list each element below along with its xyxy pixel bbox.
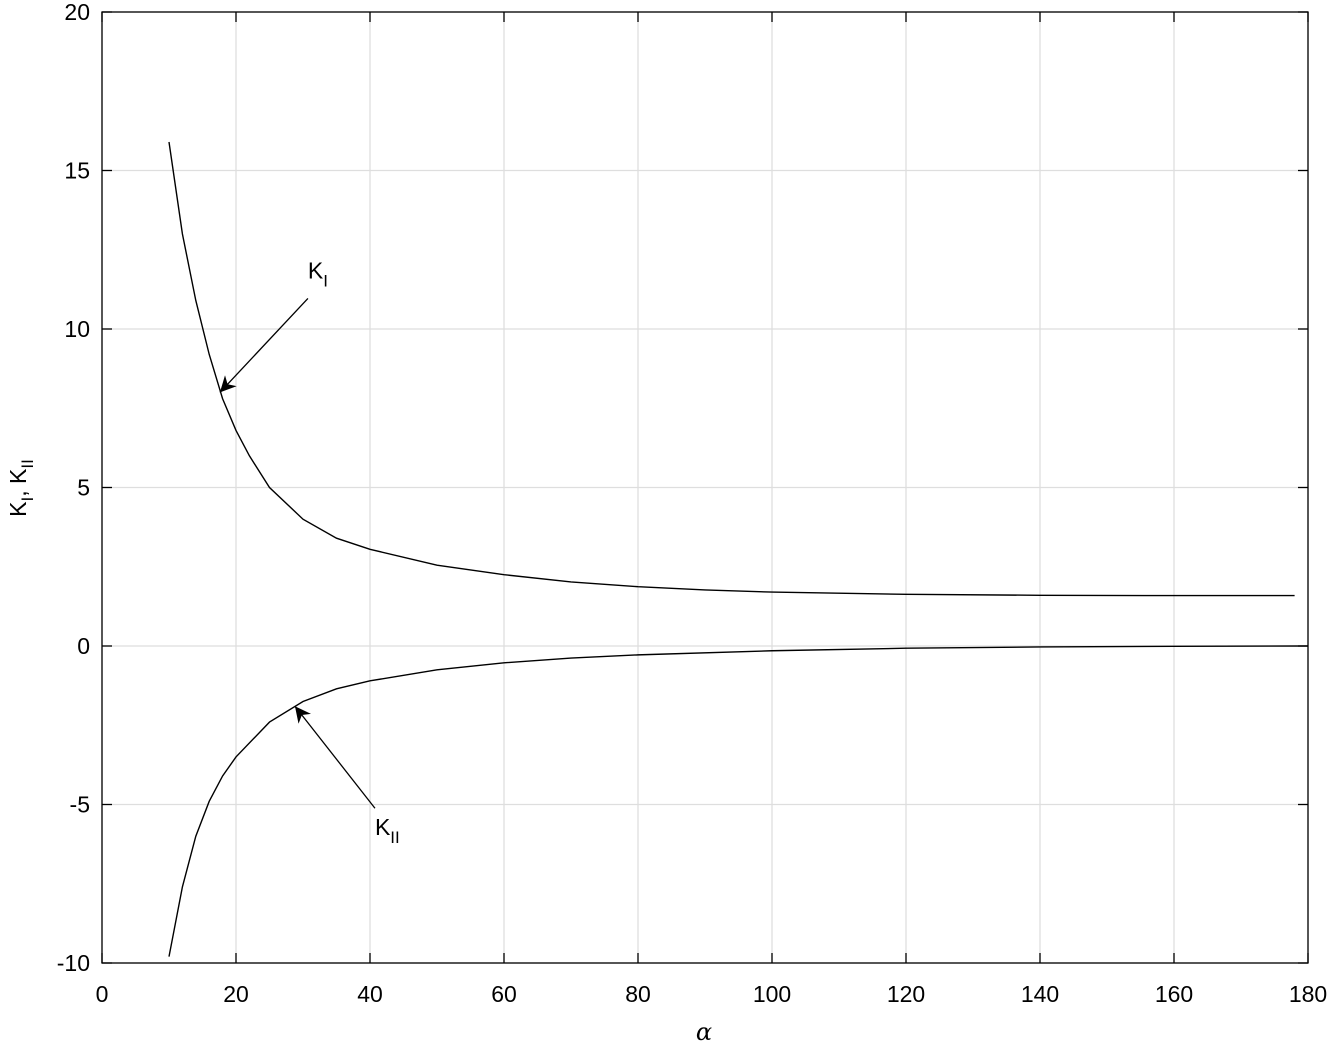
line-series bbox=[168, 645, 1309, 957]
y-tick-label: 10 bbox=[64, 316, 90, 342]
x-tick-label: 20 bbox=[223, 981, 249, 1007]
y-tick-label: -5 bbox=[70, 792, 90, 818]
y-label-subscript: II bbox=[18, 459, 37, 468]
x-tick-label: 180 bbox=[1289, 981, 1327, 1007]
x-tick-label: 140 bbox=[1021, 981, 1059, 1007]
x-tick-label: 80 bbox=[625, 981, 651, 1007]
x-tick-label: 120 bbox=[887, 981, 925, 1007]
annotation-arrow bbox=[219, 297, 309, 393]
annotation-subscript: II bbox=[390, 828, 399, 847]
annotation: KI bbox=[308, 257, 328, 290]
annotation: KII bbox=[375, 814, 400, 847]
y-label-text: K bbox=[5, 501, 31, 517]
x-tick-label: 160 bbox=[1155, 981, 1193, 1007]
annotation-text: K bbox=[375, 814, 391, 840]
x-axis-label: α bbox=[696, 1018, 712, 1046]
y-tick-label: 15 bbox=[64, 158, 90, 184]
y-tick-label: 5 bbox=[77, 475, 90, 501]
y-label-subscript: I bbox=[18, 497, 37, 502]
x-tick-label: 0 bbox=[96, 981, 109, 1007]
y-tick-label: 0 bbox=[77, 633, 90, 659]
annotation-arrow bbox=[294, 705, 376, 809]
grid bbox=[101, 11, 1309, 964]
plot bbox=[168, 141, 1309, 957]
annotation-subscript: I bbox=[323, 271, 328, 290]
x-tick-label: 100 bbox=[753, 981, 791, 1007]
x-tick-label: 40 bbox=[357, 981, 383, 1007]
y-tick-label: -10 bbox=[57, 950, 90, 976]
x-tick-label: 60 bbox=[491, 981, 517, 1007]
annotation-text: K bbox=[308, 257, 324, 283]
y-label-text: , K bbox=[5, 468, 31, 497]
y-tick-label: 20 bbox=[64, 0, 90, 25]
line-series bbox=[168, 141, 1295, 597]
y-axis-label: KI, KII bbox=[5, 459, 37, 517]
